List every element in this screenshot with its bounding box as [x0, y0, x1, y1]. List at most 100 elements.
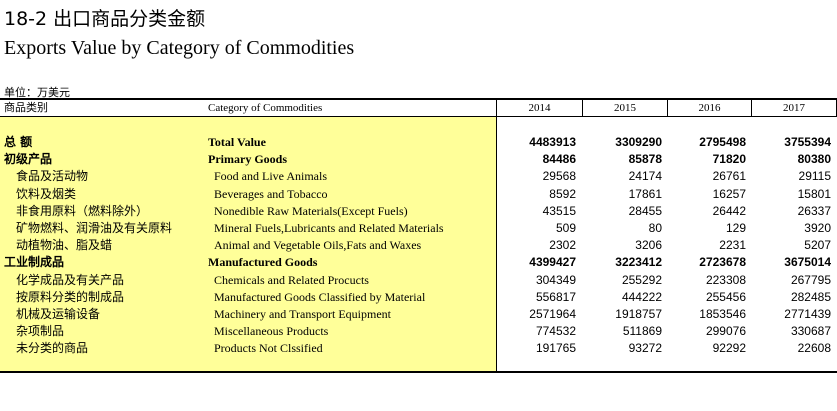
category-name-en: Animal and Vegetable Oils,Fats and Waxes	[214, 238, 422, 253]
value-2016: 16257	[712, 186, 746, 201]
column-divider	[667, 100, 668, 116]
value-2015: 28455	[628, 203, 662, 218]
value-2016: 2231	[719, 238, 746, 253]
category-name-en: Machinery and Transport Equipment	[214, 307, 391, 321]
value-2015: 17861	[628, 186, 662, 201]
value-2014: 304349	[535, 272, 576, 287]
value-2017: 2771439	[784, 307, 831, 321]
value-2014: 4483913	[529, 135, 576, 149]
value-2016: 26761	[712, 169, 746, 184]
value-2016: 26442	[712, 203, 746, 218]
header-year-2017: 2017	[783, 102, 805, 114]
value-2015: 3309290	[615, 135, 662, 149]
table-row: 矿物燃料、润滑油及有关原料 Mineral Fuels,Lubricants an…	[0, 220, 837, 237]
table-row: 非食用原料（燃料除外） Nonedible Raw Materials(Excep…	[0, 203, 837, 220]
table-row: 食品及活动物 Food and Live Animals 29568 24174 267…	[0, 168, 837, 185]
category-name-en: Food and Live Animals	[214, 169, 327, 184]
category-name-cn: 总 额	[4, 135, 33, 149]
value-2016: 1853546	[699, 307, 746, 321]
category-name-cn: 化学成品及有关产品	[16, 272, 125, 287]
value-2017: 5207	[804, 238, 831, 253]
category-name-en: Beverages and Tobacco	[214, 186, 328, 201]
category-name-cn: 非食用原料（燃料除外）	[16, 203, 149, 218]
value-2015: 511869	[622, 324, 662, 339]
value-2017: 29115	[798, 169, 831, 184]
header-year-2014: 2014	[528, 102, 551, 114]
category-name-cn: 动植物油、脂及蜡	[16, 238, 113, 253]
value-2017: 3675014	[784, 255, 831, 270]
value-2017: 330687	[790, 324, 831, 339]
value-2015: 1918757	[615, 307, 662, 321]
category-name-cn: 工业制成品	[4, 255, 65, 270]
table-row: 总 额 Total Value 4483913 3309290 2795498 37553…	[0, 134, 837, 151]
value-2015: 80	[648, 221, 662, 235]
category-name-cn: 食品及活动物	[16, 169, 89, 184]
category-name-cn: 初级产品	[4, 152, 53, 167]
column-divider	[496, 100, 497, 371]
table-bottom-rule	[0, 371, 837, 373]
table-title-english: Exports Value by Category of Commodities	[4, 37, 355, 59]
table-row: 杂项制品 Miscellaneous Products 774532 511869 29…	[0, 323, 837, 340]
table-title-chinese: 18-2 出口商品分类金额	[4, 8, 206, 30]
value-2016: 129	[725, 221, 746, 235]
header-year-2015: 2015	[614, 102, 636, 114]
table-row: 机械及运输设备 Machinery and Transport Equipment…	[0, 306, 837, 323]
category-name-en: Mineral Fuels,Lubricants and Related Mat…	[214, 221, 444, 235]
value-2017: 3755394	[784, 135, 831, 149]
table-row: 化学成品及有关产品 Chemicals and Related Procucts 3…	[0, 272, 837, 289]
value-2014: 4399427	[529, 255, 576, 270]
category-name-en: Products Not Clssified	[214, 341, 323, 356]
value-2014: 774532	[535, 324, 576, 339]
category-name-en: Total Value	[208, 135, 266, 149]
header-bottom-rule	[0, 116, 837, 117]
value-2016: 255456	[705, 289, 746, 304]
value-2016: 2795498	[699, 135, 746, 149]
value-2017: 3920	[804, 221, 831, 235]
value-2014: 191765	[535, 341, 576, 356]
category-name-en: Chemicals and Related Procucts	[214, 272, 369, 287]
category-name-en: Primary Goods	[208, 152, 287, 167]
category-name-cn: 未分类的商品	[16, 341, 89, 356]
category-name-cn: 饮料及烟类	[16, 186, 77, 201]
header-category-en: Category of Commodities	[208, 102, 323, 114]
table-row: 工业制成品 Manufactured Goods 4399427 3223412 272…	[0, 254, 837, 271]
value-2015: 3206	[635, 238, 662, 253]
value-2017: 282485	[790, 289, 831, 304]
value-2014: 556817	[535, 289, 576, 304]
table-row: 未分类的商品 Products Not Clssified 191765 93272 9…	[0, 340, 837, 357]
value-2014: 2571964	[529, 307, 576, 321]
value-2014: 2302	[549, 238, 576, 253]
header-category-cn: 商品类别	[4, 101, 48, 114]
column-divider	[751, 100, 752, 116]
table-row: 初级产品 Primary Goods 84486 85878 71820 80380	[0, 151, 837, 168]
column-divider	[582, 100, 583, 116]
value-2015: 93272	[628, 341, 662, 356]
category-name-en: Nonedible Raw Materials(Except Fuels)	[214, 203, 408, 218]
value-2017: 26337	[797, 203, 831, 218]
table-row: 动植物油、脂及蜡 Animal and Vegetable Oils,Fats a…	[0, 237, 837, 254]
value-2017: 22608	[797, 341, 831, 356]
value-2015: 444222	[621, 289, 662, 304]
category-name-cn: 机械及运输设备	[16, 307, 101, 321]
table-top-rule	[0, 98, 837, 100]
category-name-en: Manufactured Goods	[208, 255, 318, 270]
value-2015: 24174	[628, 169, 662, 184]
value-2017: 267795	[790, 272, 831, 287]
value-2015: 85878	[628, 152, 662, 167]
value-2014: 509	[555, 221, 576, 235]
value-2014: 8592	[549, 186, 576, 201]
category-name-en: Miscellaneous Products	[214, 324, 329, 339]
table-row: 饮料及烟类 Beverages and Tobacco 8592 17861 16257…	[0, 186, 837, 203]
value-2017: 15801	[797, 186, 831, 201]
value-2014: 43515	[542, 203, 576, 218]
value-2017: 80380	[797, 152, 831, 167]
category-name-en: Manufactured Goods Classified by Materia…	[214, 289, 426, 304]
value-2014: 29568	[542, 169, 576, 184]
value-2016: 299076	[705, 324, 746, 339]
category-name-cn: 杂项制品	[16, 324, 65, 339]
value-2016: 92292	[712, 341, 746, 356]
value-2016: 71820	[712, 152, 746, 167]
value-2016: 2723678	[699, 255, 746, 270]
value-2016: 223308	[705, 272, 746, 287]
unit-label: 单位：万美元	[4, 86, 70, 99]
